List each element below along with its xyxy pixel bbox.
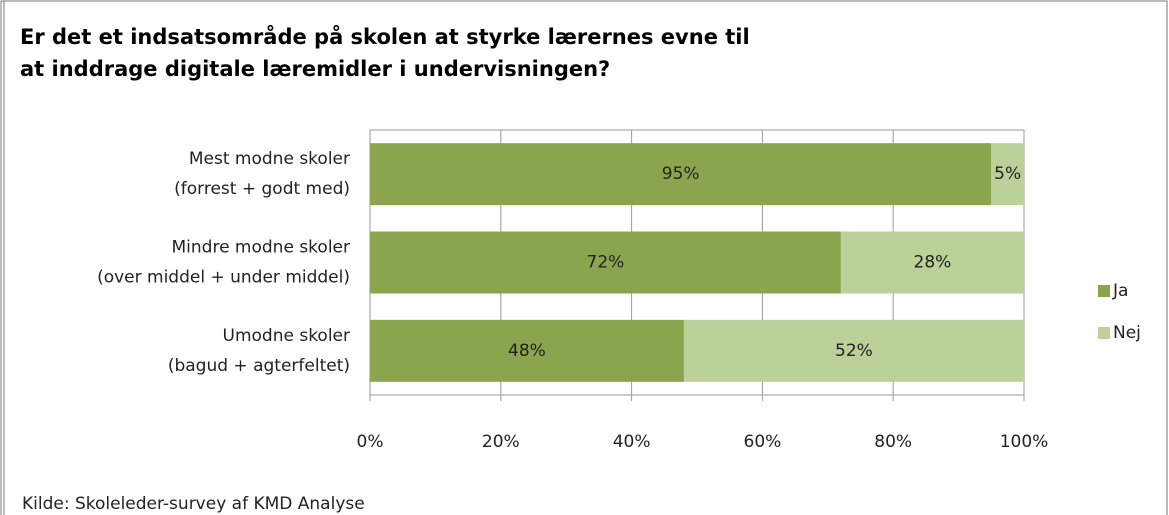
bar xyxy=(991,143,1024,206)
bar xyxy=(840,231,1024,294)
y-tick-label: (bagud + agterfeltet) xyxy=(168,356,350,376)
x-tick-label: 0% xyxy=(357,432,384,452)
chart-title: Er det et indsatsområde på skolen at sty… xyxy=(20,24,750,49)
y-tick-label: Mest modne skoler xyxy=(189,149,350,169)
data-label: 72% xyxy=(587,253,625,273)
x-tick-label: 80% xyxy=(874,432,912,452)
bar xyxy=(683,319,1024,382)
bar xyxy=(370,143,992,206)
y-tick-label: (over middel + under middel) xyxy=(97,268,350,288)
bar xyxy=(370,319,684,382)
data-label: 48% xyxy=(508,341,546,361)
x-tick-label: 20% xyxy=(482,432,520,452)
source-note: Kilde: Skoleleder-survey af KMD Analyse xyxy=(22,494,365,514)
bar xyxy=(370,231,841,294)
data-label: 52% xyxy=(835,341,873,361)
x-tick-label: 40% xyxy=(613,432,651,452)
data-label: 95% xyxy=(662,164,700,184)
data-label: 28% xyxy=(914,253,952,273)
y-tick-label: Umodne skoler xyxy=(223,326,351,346)
data-label: 5% xyxy=(994,164,1021,184)
y-tick-label: (forrest + godt med) xyxy=(174,179,350,199)
x-tick-label: 100% xyxy=(1000,432,1049,452)
chart-title: at inddrage digitale læremidler i underv… xyxy=(20,57,610,81)
y-tick-label: Mindre modne skoler xyxy=(172,238,351,258)
legend-label: Ja xyxy=(1112,281,1128,301)
x-tick-label: 60% xyxy=(744,432,782,452)
legend-swatch xyxy=(1098,285,1110,297)
legend-label: Nej xyxy=(1113,323,1141,343)
legend-swatch xyxy=(1098,327,1110,339)
